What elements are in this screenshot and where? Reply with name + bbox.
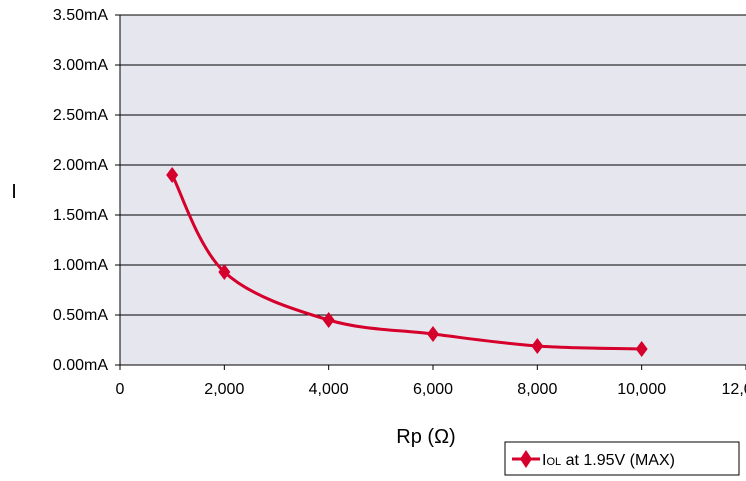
y-tick-label-4: 2.00mA bbox=[53, 157, 108, 174]
plot-area bbox=[120, 15, 746, 365]
y-tick-label-6: 3.00mA bbox=[53, 57, 108, 74]
x-tick-label-6: 12,000 bbox=[722, 381, 746, 398]
x-tick-label-0: 0 bbox=[116, 381, 125, 398]
data-point-0-3 bbox=[427, 326, 439, 342]
y-tick-label-3: 1.50mA bbox=[53, 207, 108, 224]
x-axis-title: Rp (Ω) bbox=[396, 426, 455, 448]
legend-label-sub: OL bbox=[546, 456, 561, 468]
series-line-0 bbox=[170, 174, 642, 351]
x-tick-label-3: 6,000 bbox=[413, 381, 453, 398]
y-tick-label-0: 0.00mA bbox=[53, 357, 108, 374]
legend-box bbox=[504, 441, 740, 476]
x-tick-label-2: 4,000 bbox=[309, 381, 349, 398]
x-tick-label-5: 10,000 bbox=[617, 381, 666, 398]
data-point-0-4 bbox=[531, 338, 544, 354]
x-tick-label-1: 2,000 bbox=[204, 381, 244, 398]
y-tick-label-7: 3.50mA bbox=[53, 7, 108, 24]
legend-marker-diamond bbox=[520, 450, 532, 468]
y-tick-label-2: 1.00mA bbox=[53, 257, 108, 274]
y-axis-ticks: 0.00mA 0.50mA 1.00mA 1.50mA 2.00mA 2.50mA 3.00… bbox=[53, 7, 120, 374]
y-axis-title: I bbox=[11, 181, 17, 203]
x-axis-ticks: 0 2,000 4,000 6,000 8,000 10,000 12,000 bbox=[116, 365, 746, 398]
data-point-0-5 bbox=[635, 341, 648, 357]
legend: IOL at 1.95V (MAX) bbox=[504, 441, 740, 476]
legend-label-main: I bbox=[542, 452, 546, 469]
x-tick-label-4: 8,000 bbox=[517, 381, 557, 398]
data-point-0-2 bbox=[322, 312, 335, 328]
legend-label: IOL at 1.95V (MAX) bbox=[542, 452, 675, 469]
data-point-0-0 bbox=[166, 167, 179, 183]
y-tick-label-1: 0.50mA bbox=[53, 307, 108, 324]
data-point-0-1 bbox=[218, 264, 231, 280]
legend-label-rest: at 1.95V (MAX) bbox=[561, 452, 675, 469]
y-tick-label-5: 2.50mA bbox=[53, 107, 108, 124]
series-group bbox=[166, 167, 648, 357]
